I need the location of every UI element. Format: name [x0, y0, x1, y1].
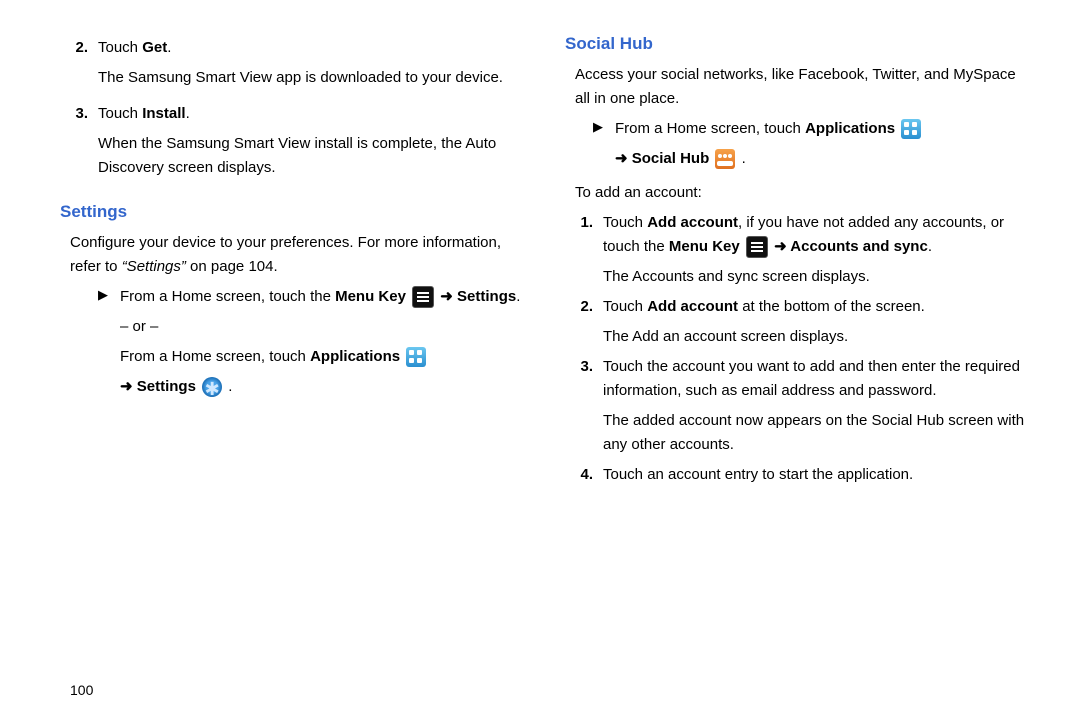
- bold: Social Hub: [632, 150, 710, 167]
- to-add-text: To add an account:: [575, 181, 1030, 205]
- text: Touch: [603, 298, 647, 315]
- text: .: [737, 150, 745, 167]
- bold: Applications: [310, 348, 400, 365]
- text: .: [186, 105, 190, 122]
- text: Touch: [603, 214, 647, 231]
- text: .: [167, 39, 171, 56]
- bold: Add account: [647, 214, 738, 231]
- bold: Menu Key: [669, 238, 740, 255]
- arrow: ➜: [615, 150, 632, 167]
- arrow-body: From a Home screen, touch the Menu Key ➜…: [120, 285, 525, 399]
- socialhub-intro: Access your social networks, like Facebo…: [575, 63, 1030, 111]
- step-3: 3. Touch Install. When the Samsung Smart…: [60, 102, 525, 180]
- applications-icon: [901, 119, 921, 139]
- right-column: Social Hub Access your social networks, …: [565, 30, 1030, 700]
- text: From a Home screen, touch: [615, 120, 805, 137]
- page: 2. Touch Get. The Samsung Smart View app…: [0, 0, 1080, 720]
- text: From a Home screen, touch: [120, 348, 310, 365]
- text: .: [516, 288, 520, 305]
- bold: Menu Key: [335, 288, 406, 305]
- applications-icon: [406, 347, 426, 367]
- text: Touch the account you want to add and th…: [603, 358, 1020, 399]
- add-step-2: 2. Touch Add account at the bottom of th…: [565, 295, 1030, 349]
- socialhub-path: ▶ From a Home screen, touch Applications…: [593, 117, 1030, 171]
- settings-heading: Settings: [60, 198, 525, 225]
- settings-icon: [202, 377, 222, 397]
- add-step-1: 1. Touch Add account, if you have not ad…: [565, 211, 1030, 289]
- path-cont: ➜ Social Hub .: [615, 147, 1030, 171]
- arrow: ➜: [436, 288, 457, 305]
- step-body: Touch the account you want to add and th…: [603, 355, 1030, 457]
- arrow-marker: ▶: [98, 285, 120, 399]
- text: Touch: [98, 105, 142, 122]
- step-number: 2.: [565, 295, 603, 349]
- bold: Add account: [647, 298, 738, 315]
- bold: Get: [142, 39, 167, 56]
- page-number: 100: [70, 682, 93, 698]
- bold: Applications: [805, 120, 895, 137]
- alt-path: From a Home screen, touch Applications: [120, 345, 525, 369]
- alt-path-cont: ➜ Settings .: [120, 375, 525, 399]
- step-body: Touch Get. The Samsung Smart View app is…: [98, 36, 525, 90]
- add-step-4: 4. Touch an account entry to start the a…: [565, 463, 1030, 487]
- bold: Settings: [137, 378, 196, 395]
- step-number: 1.: [565, 211, 603, 289]
- step-number: 4.: [565, 463, 603, 487]
- text: From a Home screen, touch the: [120, 288, 335, 305]
- step-number: 3.: [60, 102, 98, 180]
- step-body: Touch Add account, if you have not added…: [603, 211, 1030, 289]
- step-body: Touch Install. When the Samsung Smart Vi…: [98, 102, 525, 180]
- left-column: 2. Touch Get. The Samsung Smart View app…: [60, 30, 525, 700]
- step-2: 2. Touch Get. The Samsung Smart View app…: [60, 36, 525, 90]
- settings-intro: Configure your device to your preference…: [70, 231, 525, 279]
- step-body: Touch Add account at the bottom of the s…: [603, 295, 1030, 349]
- step-number: 2.: [60, 36, 98, 90]
- italic: “Settings”: [122, 258, 186, 275]
- text: Touch an account entry to start the appl…: [603, 466, 913, 483]
- text: .: [928, 238, 932, 255]
- socialhub-icon: [715, 149, 735, 169]
- bold: Settings: [457, 288, 516, 305]
- step-detail: When the Samsung Smart View install is c…: [98, 132, 525, 180]
- step-detail: The added account now appears on the Soc…: [603, 409, 1030, 457]
- or-text: – or –: [120, 315, 525, 339]
- arrow: ➜: [120, 378, 137, 395]
- menu-key-icon: [412, 286, 434, 308]
- add-step-3: 3. Touch the account you want to add and…: [565, 355, 1030, 457]
- arrow-body: From a Home screen, touch Applications ➜…: [615, 117, 1030, 171]
- step-detail: The Samsung Smart View app is downloaded…: [98, 66, 525, 90]
- text: .: [224, 378, 232, 395]
- text: on page 104.: [186, 258, 278, 275]
- step-detail: The Add an account screen displays.: [603, 325, 1030, 349]
- text: Touch: [98, 39, 142, 56]
- settings-path: ▶ From a Home screen, touch the Menu Key…: [98, 285, 525, 399]
- bold: Install: [142, 105, 185, 122]
- step-body: Touch an account entry to start the appl…: [603, 463, 1030, 487]
- bold: Accounts and sync: [790, 238, 928, 255]
- menu-key-icon: [746, 236, 768, 258]
- socialhub-heading: Social Hub: [565, 30, 1030, 57]
- step-number: 3.: [565, 355, 603, 457]
- arrow-marker: ▶: [593, 117, 615, 171]
- step-detail: The Accounts and sync screen displays.: [603, 265, 1030, 289]
- text: at the bottom of the screen.: [738, 298, 925, 315]
- arrow: ➜: [770, 238, 790, 255]
